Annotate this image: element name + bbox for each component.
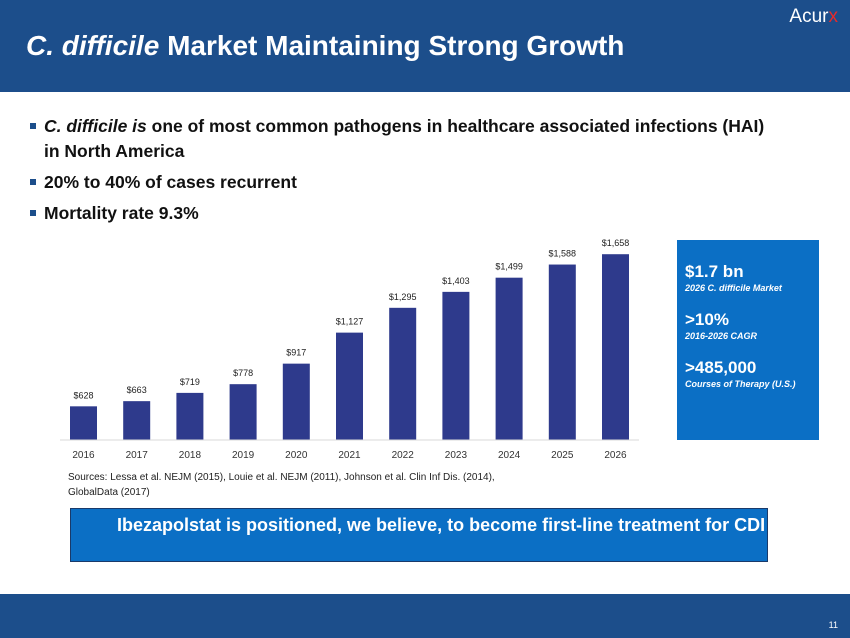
data-label-2019: $778 xyxy=(233,368,253,378)
bar-2026 xyxy=(602,254,629,440)
bullet-item: 20% to 40% of cases recurrent xyxy=(28,170,768,195)
bar-2024 xyxy=(495,277,523,440)
data-label-2020: $917 xyxy=(286,348,306,358)
stats-panel: $1.7 bn 2026 C. difficile Market >10% 20… xyxy=(677,240,819,440)
market-bar-chart: $628 2016 $663 2017 $719 2018 $778 2019 $917 2020… xyxy=(60,238,639,461)
logo-text: Acur xyxy=(789,6,829,27)
x-tick-2019: 2019 xyxy=(232,450,255,461)
callout-box: Ibezapolstat is positioned, we believe, … xyxy=(70,508,768,562)
footer-bar: 11 xyxy=(0,594,850,638)
header-bar: C. difficile Market Maintaining Strong G… xyxy=(0,0,850,92)
sources-note: Sources: Lessa et al. NEJM (2015), Louie… xyxy=(68,472,495,498)
x-tick-2017: 2017 xyxy=(126,450,149,461)
bar-2017 xyxy=(123,401,151,440)
logo-accent: x xyxy=(828,6,839,27)
bullet-text: 20% to 40% of cases recurrent xyxy=(44,172,297,192)
stat-value: $1.7 bn xyxy=(685,262,744,281)
bullet-marker-icon xyxy=(30,123,36,129)
bar-2018 xyxy=(176,392,204,440)
x-tick-2018: 2018 xyxy=(179,450,202,461)
x-tick-2025: 2025 xyxy=(551,450,574,461)
bar-2022 xyxy=(389,307,417,440)
stat-label: 2026 C. difficile Market xyxy=(685,283,782,293)
stat-value: >485,000 xyxy=(685,358,757,377)
stat-label: Courses of Therapy (U.S.) xyxy=(685,379,796,389)
bullet-text: one of most common pathogens in healthca… xyxy=(44,116,765,161)
bar-2025 xyxy=(548,264,576,440)
stat-label: 2016-2026 CAGR xyxy=(685,331,758,341)
data-label-2022: $1,295 xyxy=(389,292,417,302)
data-label-2016: $628 xyxy=(73,390,93,400)
bar-2019 xyxy=(229,384,257,440)
x-tick-2021: 2021 xyxy=(338,450,361,461)
data-label-2017: $663 xyxy=(127,385,147,395)
bullet-list: C. difficile is one of most common patho… xyxy=(28,114,768,232)
page-title: C. difficile Market Maintaining Strong G… xyxy=(26,30,624,62)
data-label-2023: $1,403 xyxy=(442,276,470,286)
bullet-italic: C. difficile is xyxy=(44,116,147,136)
page-title-text: Market Maintaining Strong Growth xyxy=(159,30,625,61)
x-tick-2024: 2024 xyxy=(498,450,521,461)
data-label-2024: $1,499 xyxy=(495,262,523,272)
page-number: 11 xyxy=(828,620,838,630)
bullet-text: Mortality rate 9.3% xyxy=(44,203,199,223)
bullet-item: C. difficile is one of most common patho… xyxy=(28,114,768,164)
page-title-italic: C. difficile xyxy=(26,30,160,61)
x-tick-2016: 2016 xyxy=(72,450,95,461)
bar-2023 xyxy=(442,291,470,440)
bullet-item: Mortality rate 9.3% xyxy=(28,201,768,226)
stat-value: >10% xyxy=(685,310,729,329)
x-tick-2026: 2026 xyxy=(604,450,627,461)
data-label-2025: $1,588 xyxy=(549,249,577,259)
x-tick-2023: 2023 xyxy=(445,450,468,461)
bar-2020 xyxy=(282,363,310,440)
company-logo: Acurx xyxy=(789,6,838,28)
bar-2021 xyxy=(336,332,363,440)
bullet-marker-icon xyxy=(30,179,36,185)
data-label-2026: $1,658 xyxy=(602,238,630,248)
bar-2016 xyxy=(70,406,97,440)
x-tick-2022: 2022 xyxy=(392,450,415,461)
bullet-marker-icon xyxy=(30,210,36,216)
x-tick-2020: 2020 xyxy=(285,450,308,461)
data-label-2021: $1,127 xyxy=(336,317,364,327)
data-label-2018: $719 xyxy=(180,377,200,387)
